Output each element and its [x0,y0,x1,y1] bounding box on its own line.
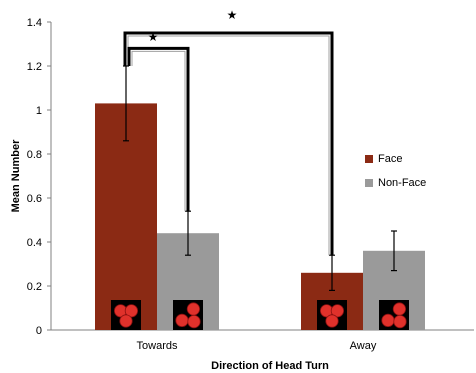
three-dot-face-icon-dot [330,304,344,318]
significance-star: ★ [227,8,238,22]
three-dot-nonface-icon-dot [381,313,395,327]
category-label: Towards [137,340,178,352]
three-dot-face-icon [111,300,141,330]
significance-star: ★ [148,30,159,44]
legend-swatch [365,155,373,163]
significance-bracket-face-shadow [127,35,330,256]
significance-bracket-towards [127,46,190,212]
y-ticks: 0 0.2 0.4 0.6 0.8 1 1.2 1.4 [27,17,51,337]
y-tick-label: 0.8 [27,149,42,161]
three-dot-face-icon-dot [119,314,133,328]
bars [95,65,425,331]
y-tick-label: 1.2 [27,61,42,73]
legend-label: Face [378,153,402,165]
x-axis-title: Direction of Head Turn [211,360,329,372]
legend: Face Non-Face [365,153,426,189]
y-tick-label: 0.2 [27,281,42,293]
category-label: Away [350,340,377,352]
three-dot-nonface-icon [379,300,409,330]
stimulus-icons [111,300,409,330]
y-axis: 0 0.2 0.4 0.6 0.8 1 1.2 1.4 [27,17,52,337]
y-tick-label: 1.4 [27,17,42,29]
three-dot-face-icon-dot [124,304,138,318]
y-tick-label: 0 [36,325,42,337]
three-dot-face-icon [317,300,347,330]
significance-brackets: ★★ [123,8,334,256]
three-dot-nonface-icon [173,300,203,330]
three-dot-face-icon-dot [325,314,339,328]
three-dot-nonface-icon-dot [175,313,189,327]
significance-bracket-towards-shadow [131,50,186,212]
y-tick-label: 1 [36,105,42,117]
y-tick-label: 0.4 [27,237,42,249]
three-dot-nonface-icon-dot [393,314,407,329]
three-dot-nonface-icon-dot [187,314,201,329]
significance-bracket-face [123,31,334,256]
three-dot-nonface-icon-dot [186,302,200,316]
category-labels: Towards Away [137,340,377,352]
three-dot-nonface-icon-dot [392,302,406,316]
legend-label: Non-Face [378,177,426,189]
y-tick-label: 0.6 [27,193,42,205]
legend-swatch [365,179,373,187]
y-axis-title: Mean Number [10,139,22,212]
